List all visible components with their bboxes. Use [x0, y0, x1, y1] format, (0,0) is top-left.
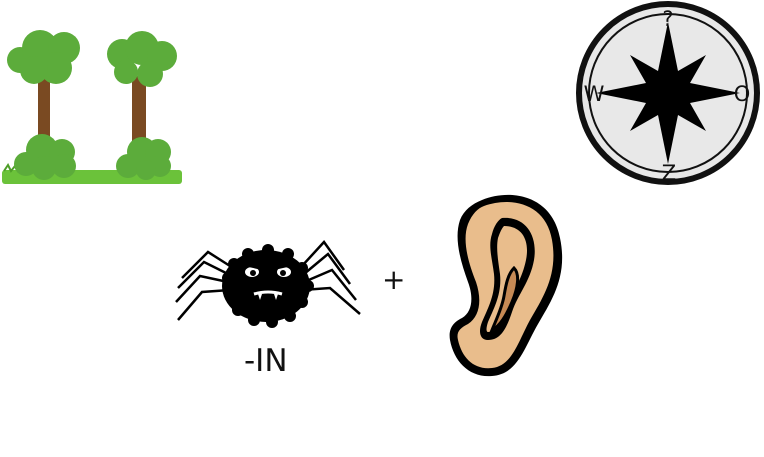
trees-icon: [2, 30, 182, 184]
compass-icon: ? W O Z: [576, 1, 760, 185]
spider-body: [222, 244, 314, 328]
right-bush: [116, 137, 171, 180]
spider-mouth: [253, 290, 283, 300]
right-tree-trunk: [132, 76, 146, 150]
spider-icon: [175, 240, 361, 328]
left-bush: [14, 134, 76, 180]
ear-icon: [449, 194, 563, 377]
compass-south-label: Z: [662, 161, 676, 185]
ear-canal-shadow: [489, 265, 520, 334]
right-tree-canopy: [107, 31, 177, 87]
compass-north-label: ?: [662, 7, 673, 31]
compass-star: [596, 22, 740, 164]
spider-legs: [175, 240, 361, 321]
plus-sign: +: [382, 263, 406, 296]
left-tree-trunk: [38, 78, 50, 148]
suffix-label: -IN: [244, 343, 288, 379]
left-tree-canopy: [7, 30, 80, 84]
spider-eyes: [241, 262, 295, 277]
compass-west-label: W: [584, 82, 605, 106]
compass-east-label: O: [734, 82, 751, 106]
